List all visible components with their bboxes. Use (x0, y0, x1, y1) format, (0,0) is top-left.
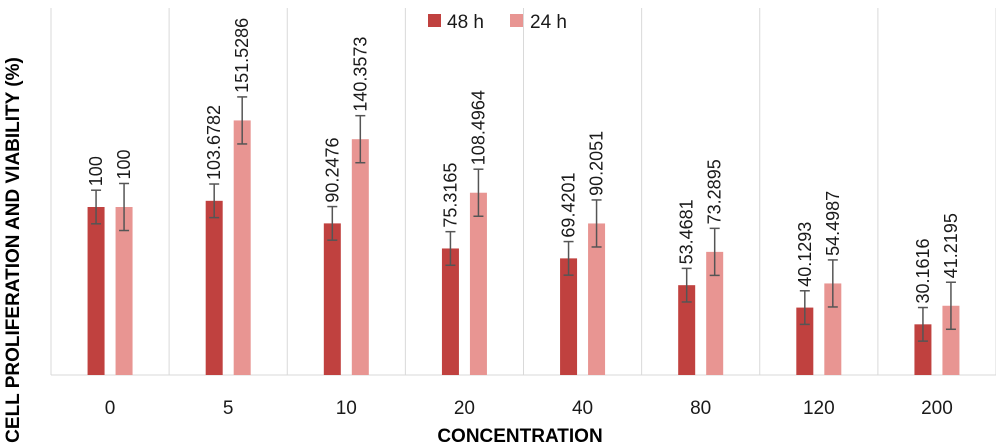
x-tick-labels: 0 5 10 20 40 80 120 200 (105, 398, 953, 419)
data-label-24h: 151.5286 (232, 18, 252, 93)
error-bar (681, 267, 692, 303)
bar-48h (87, 207, 105, 375)
data-label-48h: 40.1293 (795, 222, 815, 287)
data-label-24h: 73.2895 (705, 159, 725, 224)
x-axis-title: CONCENTRATION (437, 426, 602, 444)
x-tick-label: 20 (454, 398, 475, 419)
error-bars (91, 96, 956, 342)
bar-48h (323, 223, 341, 375)
error-bar (917, 306, 928, 342)
bar-24h (115, 207, 133, 375)
error-bar (799, 290, 810, 326)
y-axis-title: CELL PROLIFERATION AND VIABILITY (%) (3, 57, 24, 443)
bar-48h (560, 258, 578, 375)
error-bar (473, 168, 484, 217)
error-bar (827, 259, 838, 308)
bar-48h (205, 200, 223, 375)
data-label-48h: 69.4201 (559, 172, 579, 237)
data-label-48h: 100 (86, 156, 106, 186)
x-tick-label: 40 (572, 398, 593, 419)
data-label-24h: 140.3573 (350, 37, 370, 112)
error-bar (709, 227, 720, 277)
error-bar (563, 240, 574, 276)
data-labels: 100 100 103.6782 151.5286 90.2476 140.3573 75.… (86, 18, 961, 304)
data-label-24h: 108.4964 (468, 90, 488, 165)
data-label-48h: 53.4681 (677, 199, 697, 264)
bar-48h (914, 324, 932, 375)
bar-24h (469, 192, 487, 375)
error-bar (445, 230, 456, 267)
data-label-24h: 54.4987 (823, 191, 843, 256)
bar-48h (678, 285, 696, 375)
data-label-48h: 103.6782 (204, 105, 224, 180)
data-label-24h: 41.2195 (941, 213, 961, 278)
x-tick-label: 5 (223, 398, 234, 419)
bar-24h (706, 251, 724, 375)
bar-24h (588, 223, 606, 375)
error-bar (237, 96, 248, 145)
bar-24h (351, 139, 369, 375)
data-label-48h: 90.2476 (322, 138, 342, 203)
x-tick-label: 120 (803, 398, 835, 419)
error-bar (91, 189, 102, 225)
legend-label-24h: 24 h (530, 12, 567, 33)
error-bar (327, 205, 338, 241)
legend-label-48h: 48 h (447, 12, 484, 33)
data-label-24h: 90.2051 (587, 131, 607, 196)
data-label-24h: 100 (114, 149, 134, 179)
data-label-48h: 75.3165 (440, 163, 460, 228)
x-tick-label: 0 (105, 398, 116, 419)
error-bar (119, 182, 130, 232)
bar-48h (441, 248, 459, 375)
data-label-48h: 30.1616 (913, 238, 933, 303)
error-bar (209, 183, 220, 219)
category-gridlines (50, 8, 996, 375)
legend: 48 h 24 h (428, 12, 567, 33)
bar-24h (233, 120, 251, 376)
error-bar (355, 114, 366, 164)
bar-24h (942, 305, 960, 375)
error-bar (945, 281, 956, 331)
x-tick-label: 10 (336, 398, 357, 419)
error-bar (591, 199, 602, 248)
bars (87, 120, 960, 376)
legend-swatch-24h (510, 14, 523, 27)
legend-swatch-48h (428, 14, 441, 27)
x-tick-label: 200 (921, 398, 953, 419)
x-tick-label: 80 (690, 398, 711, 419)
